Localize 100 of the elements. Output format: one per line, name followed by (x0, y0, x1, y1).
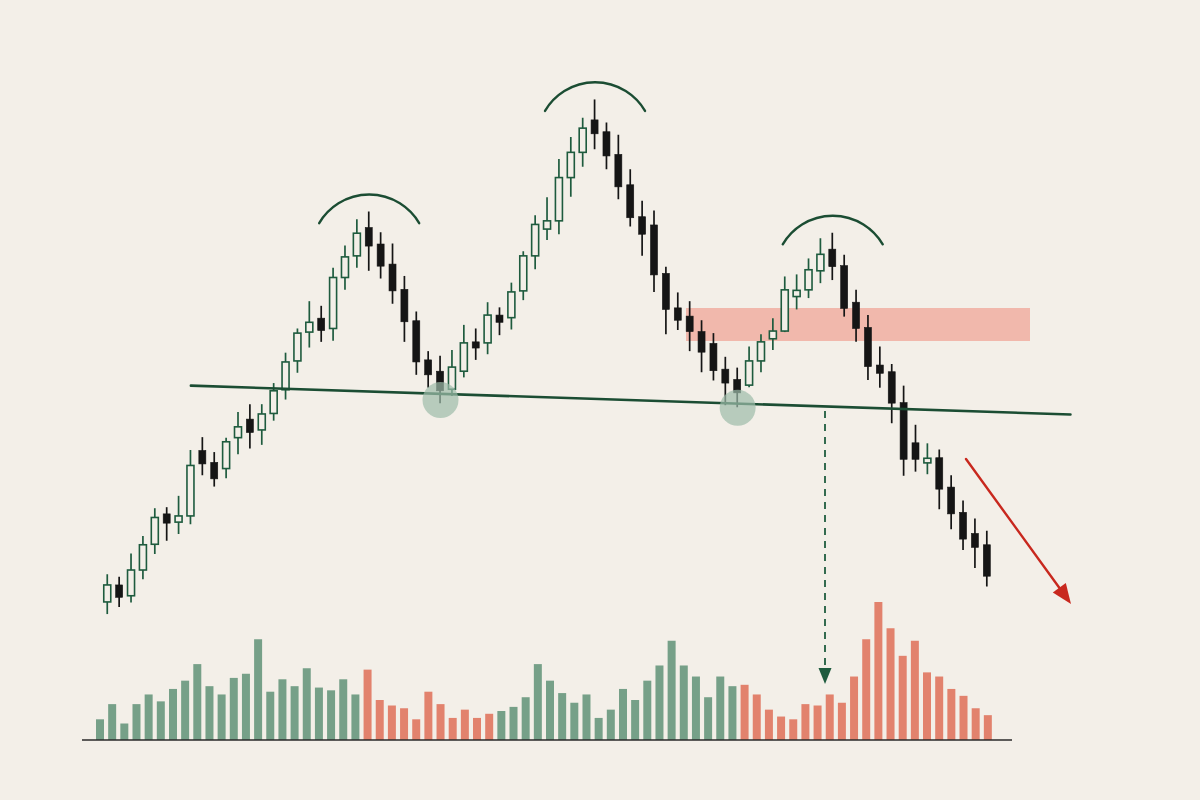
candlestick (317, 304, 326, 343)
candlestick (352, 218, 362, 269)
candlestick (198, 436, 207, 477)
bar (898, 655, 907, 740)
bar (168, 688, 177, 740)
candlestick (257, 403, 267, 446)
bar (339, 679, 348, 740)
bar (777, 716, 786, 740)
candlestick (923, 442, 932, 476)
bar (886, 628, 895, 740)
candlestick (233, 411, 243, 455)
bar (205, 686, 214, 740)
bar (375, 699, 384, 740)
bar (594, 717, 603, 740)
bar (460, 709, 469, 740)
bar (704, 697, 713, 740)
bar (302, 668, 311, 740)
bar (631, 699, 640, 740)
candlestick (162, 506, 171, 542)
bar (801, 704, 810, 740)
bar (96, 719, 104, 740)
bar (509, 706, 518, 740)
candlestick (876, 345, 884, 389)
candlestick (685, 300, 694, 352)
bar (558, 693, 567, 740)
bar (290, 686, 299, 740)
candlestick (697, 319, 706, 374)
candlestick (971, 517, 979, 569)
bar (947, 688, 956, 740)
bar (862, 639, 871, 740)
bar (217, 694, 226, 740)
bar (363, 669, 372, 740)
bar (667, 640, 676, 740)
bar (679, 665, 688, 740)
bar (181, 680, 190, 740)
bar (424, 691, 433, 740)
bar (606, 709, 615, 740)
candlestick (495, 306, 504, 337)
bar (837, 702, 846, 740)
bar (229, 677, 238, 740)
bar (764, 709, 773, 740)
candlestick (542, 196, 552, 241)
bar (740, 684, 749, 740)
bar (327, 690, 336, 740)
candlestick (768, 317, 778, 351)
bar (254, 639, 263, 740)
bar (546, 680, 554, 740)
bar (533, 664, 542, 740)
bar (144, 694, 153, 740)
bar (278, 679, 287, 740)
bar (971, 708, 980, 740)
bar (813, 705, 822, 740)
bar (643, 680, 652, 740)
candlestick (756, 333, 766, 374)
bar (655, 665, 664, 740)
candlestick (424, 350, 432, 389)
candlestick (804, 257, 813, 299)
candlestick (376, 231, 385, 280)
bar (473, 717, 482, 740)
bar (789, 719, 798, 740)
bar (266, 691, 275, 740)
bar (752, 694, 761, 740)
bar (132, 704, 141, 740)
bar (156, 701, 165, 740)
bar (314, 687, 323, 740)
bar (850, 676, 859, 740)
bar (582, 694, 591, 740)
bar (497, 711, 506, 740)
bar (412, 719, 421, 740)
candlestick (102, 573, 112, 615)
bar (241, 673, 250, 740)
candlestick (364, 210, 373, 272)
candlestick (828, 231, 837, 281)
candlestick (269, 382, 278, 422)
candlestick (305, 300, 314, 349)
candlestick (911, 423, 920, 473)
bar (485, 713, 494, 740)
bar (618, 688, 627, 740)
candlestick (816, 237, 825, 284)
bar (120, 723, 129, 740)
bar (436, 704, 445, 740)
candlestick (471, 327, 480, 361)
bar (935, 676, 944, 740)
bar (983, 715, 992, 740)
bar (874, 602, 883, 740)
candlestick (174, 495, 183, 535)
bar (959, 695, 968, 740)
bar (108, 704, 117, 740)
bar (910, 640, 919, 740)
candlestick (590, 99, 599, 151)
candlestick (246, 403, 254, 450)
bar (728, 686, 737, 740)
bar (448, 717, 457, 740)
candlestick (210, 451, 219, 488)
bar (521, 697, 530, 740)
bar (400, 708, 409, 740)
bar (825, 694, 834, 740)
candlestick (115, 575, 123, 608)
bar (923, 672, 932, 740)
bar (570, 702, 579, 740)
